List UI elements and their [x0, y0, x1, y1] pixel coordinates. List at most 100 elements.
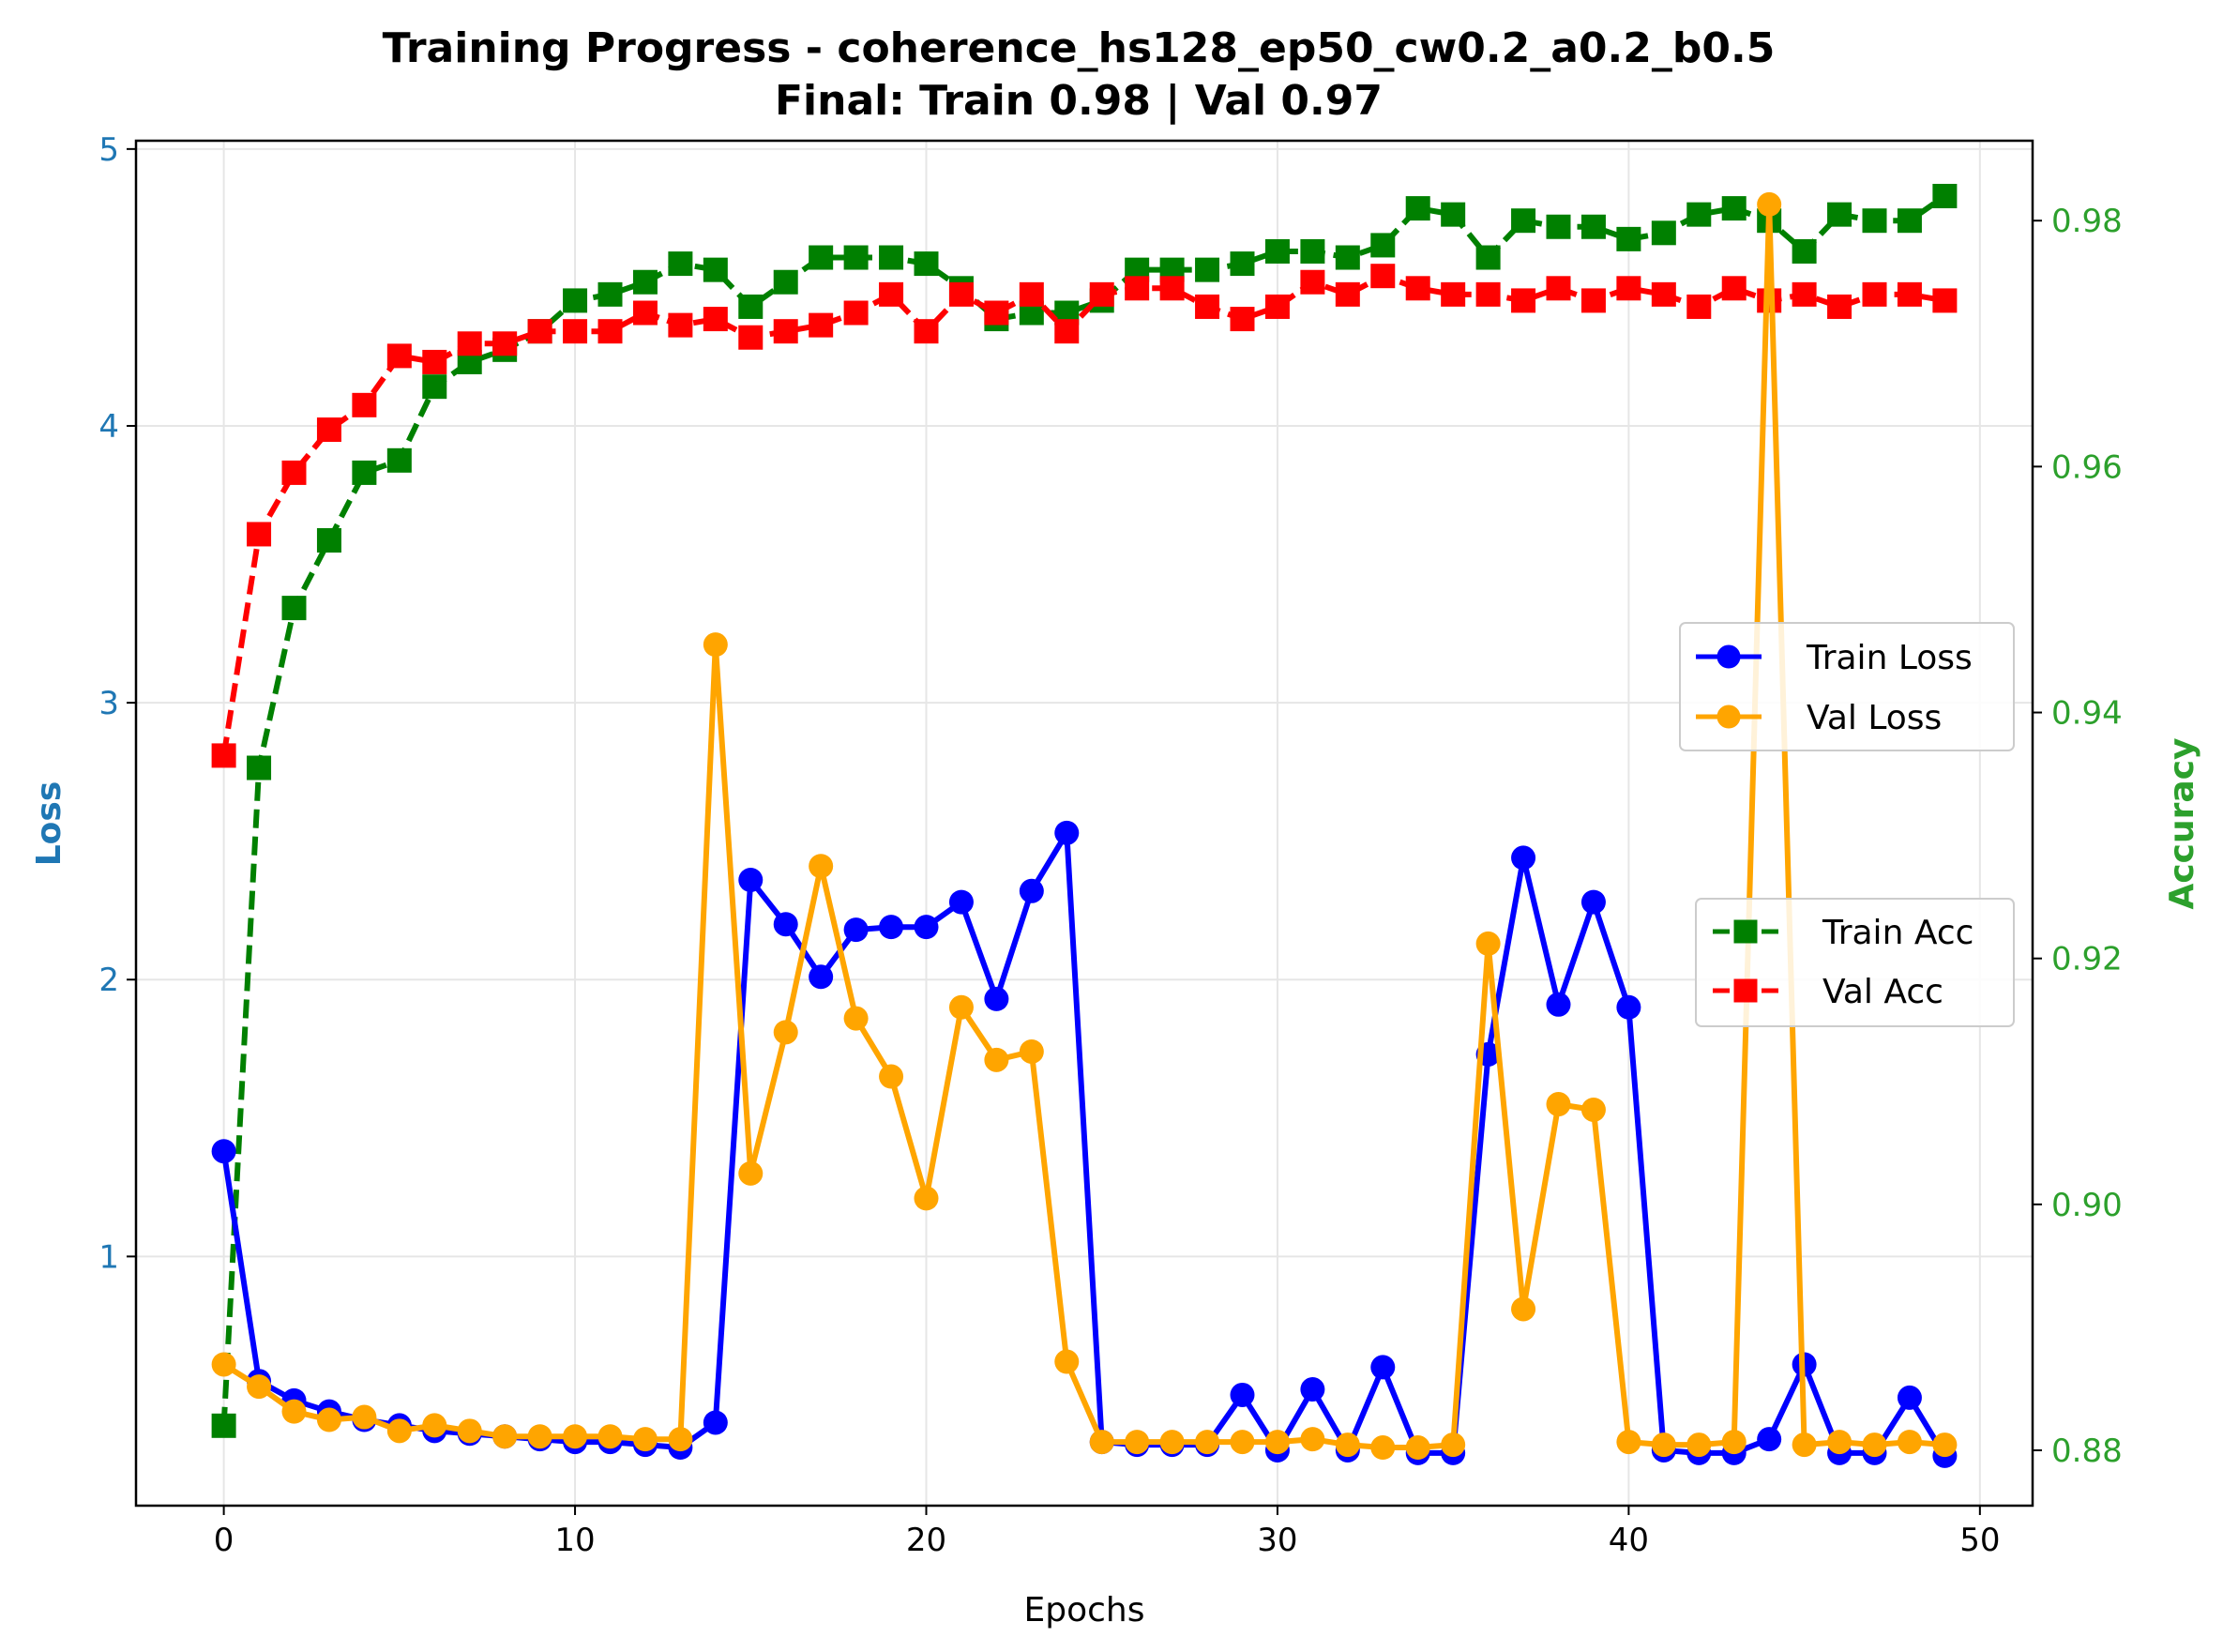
- val-loss-line: [222, 201, 1945, 1450]
- train-acc-point: [247, 755, 272, 781]
- train-acc-point: [1932, 183, 1958, 208]
- legend-val-loss-marker: [1716, 705, 1741, 729]
- val-loss-point: [1546, 1092, 1571, 1117]
- train-acc-point: [773, 269, 798, 295]
- val-acc-point: [703, 307, 728, 332]
- val-loss-point: [1721, 1430, 1747, 1455]
- val-acc-point: [247, 522, 272, 547]
- val-loss-point: [1159, 1430, 1185, 1455]
- val-acc-point: [1125, 276, 1150, 301]
- legend-train-acc-marker: [1733, 919, 1758, 944]
- val-acc-point: [1616, 276, 1641, 301]
- train-loss-point: [1019, 878, 1044, 903]
- val-acc-point: [1264, 294, 1290, 319]
- val-acc-point: [1089, 281, 1114, 307]
- val-loss-point: [1686, 1432, 1712, 1458]
- legend-train-acc-label: Train Acc: [1822, 914, 1973, 952]
- val-loss-point: [1475, 931, 1501, 956]
- legend-train-loss-marker: [1716, 644, 1741, 669]
- val-acc-point: [1370, 264, 1396, 289]
- train-acc-point: [1721, 196, 1747, 221]
- train-loss-point: [211, 1139, 236, 1164]
- legend-accuracy: Train Acc Val Acc: [1695, 898, 2015, 1027]
- y-axis-left-label: Loss: [30, 781, 68, 867]
- train-acc-point: [1370, 233, 1396, 258]
- val-acc-point: [563, 319, 588, 344]
- train-loss-point: [914, 915, 939, 940]
- train-loss-point: [773, 912, 798, 937]
- train-acc-point: [879, 245, 904, 270]
- val-loss-point: [1089, 1430, 1114, 1455]
- train-acc-point: [563, 288, 588, 313]
- y-right-tick-label: 0.94: [2051, 695, 2123, 733]
- train-acc-point: [386, 447, 412, 473]
- train-acc-point: [1897, 208, 1922, 234]
- val-loss-point: [843, 1006, 869, 1031]
- val-acc-point: [316, 417, 341, 443]
- val-loss-point: [281, 1399, 307, 1424]
- train-loss-point: [1580, 889, 1606, 915]
- x-tick-label: 20: [906, 1522, 946, 1559]
- train-acc-point: [1686, 202, 1712, 227]
- val-loss-point: [703, 632, 728, 658]
- train-acc-point: [1862, 208, 1887, 234]
- train-acc-point: [1580, 214, 1606, 239]
- x-tick-label: 10: [554, 1522, 595, 1559]
- val-acc-point: [1441, 281, 1466, 307]
- train-acc-point: [703, 257, 728, 282]
- val-loss-point: [247, 1374, 272, 1400]
- val-loss-point: [948, 994, 974, 1020]
- val-loss-point: [1932, 1432, 1958, 1458]
- val-loss-point: [1370, 1435, 1396, 1461]
- val-acc-point: [1546, 276, 1571, 301]
- val-acc-point: [914, 319, 939, 344]
- train-loss-point: [1511, 845, 1536, 871]
- val-acc-point: [352, 392, 377, 417]
- val-loss-point: [1195, 1430, 1220, 1455]
- val-loss-point: [1300, 1427, 1325, 1452]
- val-loss-point: [914, 1186, 939, 1211]
- val-loss-point: [632, 1427, 658, 1452]
- train-loss-point: [1757, 1427, 1782, 1452]
- val-loss-point: [422, 1413, 447, 1438]
- val-acc-point: [597, 319, 623, 344]
- x-tick-label: 50: [1959, 1522, 2000, 1559]
- grid: [136, 141, 2033, 1506]
- train-acc-point: [914, 251, 939, 277]
- x-tick-label: 40: [1609, 1522, 1649, 1559]
- val-loss-point: [879, 1064, 904, 1089]
- y-left-tick-label: 4: [98, 408, 119, 446]
- train-acc-point: [1441, 202, 1466, 227]
- legend-val-acc-label: Val Acc: [1822, 973, 1943, 1011]
- x-axis-label: Epochs: [1024, 1591, 1145, 1629]
- val-loss-point: [1511, 1296, 1536, 1322]
- val-acc-point: [809, 312, 834, 338]
- val-loss-point: [386, 1418, 412, 1444]
- chart-title: Training Progress - coherence_hs128_ep50…: [383, 24, 1776, 72]
- train-acc-point: [211, 1413, 236, 1438]
- val-acc-point: [1651, 281, 1676, 307]
- train-loss-point: [984, 986, 1009, 1011]
- val-acc-point: [1511, 288, 1536, 313]
- y-left-tick-label: 3: [98, 685, 119, 722]
- val-acc-point: [1932, 288, 1958, 313]
- val-loss-point: [773, 1020, 798, 1045]
- train-acc-point: [1264, 238, 1290, 264]
- val-acc-point: [1580, 288, 1606, 313]
- val-loss-point: [1862, 1432, 1887, 1458]
- val-acc-point: [1862, 281, 1887, 307]
- val-loss-point: [1264, 1430, 1290, 1455]
- val-acc-point: [527, 319, 552, 344]
- train-loss-point: [1616, 994, 1641, 1020]
- y-right-tick-label: 0.92: [2051, 941, 2123, 978]
- train-acc-point: [316, 528, 341, 553]
- val-loss-point: [1405, 1435, 1430, 1461]
- y-axis-right-label: Accuracy: [2163, 737, 2201, 909]
- val-acc-point: [1897, 281, 1922, 307]
- train-loss-point: [809, 964, 834, 990]
- train-acc-point: [352, 460, 377, 485]
- val-loss-point: [1125, 1430, 1150, 1455]
- val-loss-point: [1651, 1432, 1676, 1458]
- plot-frame: [134, 139, 2034, 1508]
- train-loss-point: [1546, 992, 1571, 1017]
